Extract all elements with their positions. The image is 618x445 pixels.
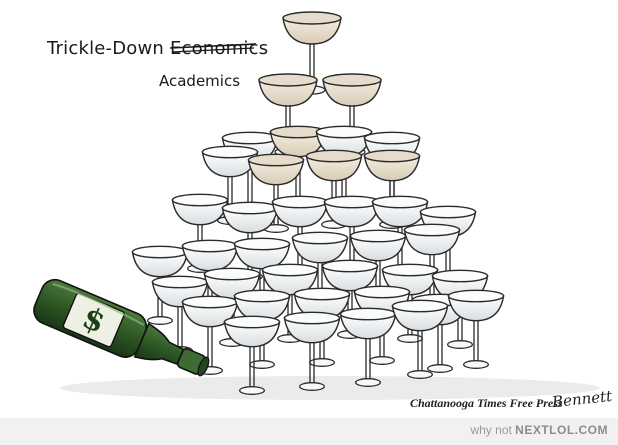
glass-rim [321,259,379,273]
glass-rim [203,267,261,281]
glass-foot [298,382,325,391]
champagne-coupe-glass [391,299,449,379]
glass-bowl [403,229,461,256]
glass-bowl [271,201,329,228]
glass-bowl [391,305,449,332]
glass-rim [151,275,209,289]
glass-rim [305,149,363,163]
glass-rim [322,73,382,87]
glass-foot [354,378,381,387]
glass-rim [419,205,477,219]
glass-rim [223,315,281,329]
glass-bowl [233,243,291,270]
champagne-glass-pyramid [131,11,505,395]
glass-rim [233,237,291,251]
glass-bowl [447,295,505,322]
publication-credit: Chattanooga Times Free Press [410,396,563,410]
champagne-coupe-glass [233,237,291,317]
champagne-coupe-glass [131,245,189,325]
watermark-brand: NEXTLOL.COM [515,423,608,437]
glass-rim [171,193,229,207]
glass-rim [315,125,373,139]
glass-bowl [247,159,305,186]
glass-foot [426,364,453,373]
watermark-footer: why not NEXTLOL.COM [0,418,618,445]
champagne-coupe-glass [403,223,461,303]
glass-foot [446,340,473,349]
glass-foot [238,386,265,395]
glass-stem [417,330,423,373]
glass-bowl [223,321,281,348]
glass-rim [353,285,411,299]
glass-foot [368,356,395,365]
replacement-word: Academics [159,72,241,90]
glass-bowl [261,269,319,296]
glass-rim [403,223,461,237]
glass-stem [437,324,443,367]
glass-rim [201,145,259,159]
cartoon-title: Trickle-Down Economics [47,38,268,59]
glass-bowl [131,251,189,278]
glass-rim [431,269,489,283]
glass-rim [221,201,279,215]
glass-rim [258,73,318,87]
glass-foot [462,360,489,369]
glass-rim [363,149,421,163]
glass-bowl [283,317,341,344]
glass-bowl [221,207,279,234]
glass-rim [221,131,279,145]
strike-scribble [169,43,257,53]
glass-rim [247,153,305,167]
glass-foot [406,370,433,379]
glass-rim [447,289,505,303]
glass-stem [177,306,183,349]
glass-bowl [321,265,379,292]
glass-rim [391,299,449,313]
glass-rim [293,287,351,301]
glass-rim [261,263,319,277]
glass-rim [181,295,239,309]
glass-stem [309,342,315,385]
champagne-coupe-glass [447,289,505,369]
glass-foot [146,316,173,325]
glass-rim [349,229,407,243]
glass-rim [323,195,381,209]
glass-bowl [291,237,349,264]
glass-bowl [339,313,397,340]
glass-bowl [305,155,363,182]
glass-rim [181,239,239,253]
glass-bowl [181,301,239,328]
champagne-coupe-glass [283,311,341,391]
glass-stem [249,346,255,389]
glass-rim [283,311,341,325]
champagne-coupe-glass [339,307,397,387]
glass-bowl [282,17,342,45]
glass-rim [271,195,329,209]
glass-rim [371,195,429,209]
glass-rim [282,11,342,25]
glass-stem [365,338,371,381]
struck-word-economics: Economics [169,38,268,59]
glass-bowl [322,79,382,107]
champagne-bottle: $ [33,278,210,377]
glass-rim [291,231,349,245]
glass-stem [473,320,479,363]
glass-rim [363,131,421,145]
glass-rim [339,307,397,321]
table-shadow [60,376,600,400]
watermark-text: why not NEXTLOL.COM [470,423,608,437]
glass-bowl [349,235,407,262]
champagne-coupe-glass [223,315,281,395]
glass-rim [131,245,189,259]
glass-bowl [363,155,421,182]
glass-bowl [258,79,318,107]
champagne-coupe-glass [282,11,342,95]
glass-rim [233,289,291,303]
glass-rim [381,263,439,277]
